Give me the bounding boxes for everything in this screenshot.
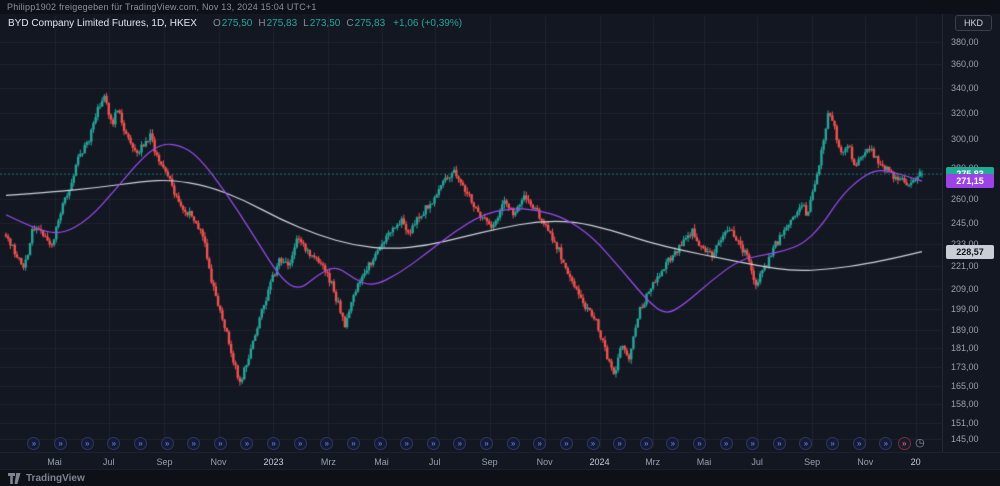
contract-rollover-marker-icon[interactable]: » <box>720 437 733 450</box>
contract-rollover-marker-icon[interactable]: » <box>27 437 40 450</box>
high-value: 275,83 <box>267 18 298 29</box>
footer-bar: TradingView <box>0 469 1000 486</box>
candlestick-chart-canvas[interactable] <box>0 0 1000 486</box>
ohlc-readout: O275,50H275,83L273,50C275,83+1,06 (+0,39… <box>207 18 462 29</box>
white-ma-badge: 228,57 <box>946 245 994 259</box>
contract-rollover-marker-icon[interactable]: » <box>773 437 786 450</box>
low-label: L <box>303 18 309 29</box>
contract-rollover-marker-icon[interactable]: » <box>294 437 307 450</box>
purple-ma-badge: 271,15 <box>946 174 994 188</box>
contract-rollover-marker-icon[interactable]: » <box>240 437 253 450</box>
price-axis-label: 221,00 <box>951 261 979 271</box>
price-axis-label: 245,00 <box>951 218 979 228</box>
contract-rollover-marker-icon[interactable]: » <box>453 437 466 450</box>
price-axis-label: 158,00 <box>951 399 979 409</box>
contract-rollover-marker-icon[interactable]: » <box>746 437 759 450</box>
contract-rollover-marker-icon[interactable]: » <box>134 437 147 450</box>
price-axis-label: 360,00 <box>951 59 979 69</box>
tradingview-logo-icon[interactable] <box>8 473 21 484</box>
tradingview-chart-window: Philipp1902 freigegeben für TradingView.… <box>0 0 1000 486</box>
contract-rollover-marker-icon[interactable]: » <box>898 437 911 450</box>
contract-rollover-marker-icon[interactable]: » <box>54 437 67 450</box>
contract-rollover-marker-icon[interactable]: » <box>799 437 812 450</box>
low-value: 273,50 <box>310 18 341 29</box>
price-axis-label: 320,00 <box>951 108 979 118</box>
price-axis[interactable]: 380,00360,00340,00320,00300,00280,00260,… <box>942 0 1000 452</box>
price-axis-label: 199,00 <box>951 304 979 314</box>
tradingview-brand-text[interactable]: TradingView <box>26 473 85 484</box>
countdown-clock-icon[interactable]: ◷ <box>915 437 925 449</box>
contract-rollover-marker-icon[interactable]: » <box>666 437 679 450</box>
contract-rollover-marker-icon[interactable]: » <box>613 437 626 450</box>
price-axis-label: 380,00 <box>951 37 979 47</box>
contract-rollover-marker-icon[interactable]: » <box>533 437 546 450</box>
contract-rollover-marker-icon[interactable]: » <box>187 437 200 450</box>
contract-rollover-marker-icon[interactable]: » <box>400 437 413 450</box>
change-value: +1,06 (+0,39%) <box>393 18 462 29</box>
contract-rollover-marker-icon[interactable]: » <box>427 437 440 450</box>
price-axis-label: 181,00 <box>951 343 979 353</box>
price-axis-label: 300,00 <box>951 134 979 144</box>
price-axis-label: 209,00 <box>951 284 979 294</box>
contract-rollover-marker-icon[interactable]: » <box>640 437 653 450</box>
close-value: 275,83 <box>355 18 386 29</box>
price-axis-label: 173,00 <box>951 362 979 372</box>
currency-toggle-button[interactable]: HKD <box>955 15 992 31</box>
contract-rollover-marker-icon[interactable]: » <box>507 437 520 450</box>
symbol-title[interactable]: BYD Company Limited Futures, 1D, HKEX <box>8 18 197 29</box>
price-axis-label: 189,00 <box>951 325 979 335</box>
price-axis-label: 165,00 <box>951 381 979 391</box>
contract-rollover-marker-icon[interactable]: » <box>826 437 839 450</box>
contract-rollover-marker-icon[interactable]: » <box>107 437 120 450</box>
symbol-legend: BYD Company Limited Futures, 1D, HKEXO27… <box>8 18 462 29</box>
contract-rollover-marker-icon[interactable]: » <box>879 437 892 450</box>
contract-rollover-marker-icon[interactable]: » <box>81 437 94 450</box>
contract-rollover-marker-icon[interactable]: » <box>560 437 573 450</box>
price-axis-label: 145,00 <box>951 434 979 444</box>
open-value: 275,50 <box>222 18 253 29</box>
open-label: O <box>213 18 221 29</box>
contract-rollover-marker-icon[interactable]: » <box>693 437 706 450</box>
contract-markers-row: » » » » » » » » » » » » » » » » » » » » » » » » » » » » » » » » » » ◷ <box>0 437 942 450</box>
contract-rollover-marker-icon[interactable]: » <box>267 437 280 450</box>
price-axis-label: 340,00 <box>951 83 979 93</box>
contract-rollover-marker-icon[interactable]: » <box>587 437 600 450</box>
contract-rollover-marker-icon[interactable]: » <box>853 437 866 450</box>
contract-rollover-marker-icon[interactable]: » <box>214 437 227 450</box>
contract-rollover-marker-icon[interactable]: » <box>480 437 493 450</box>
share-caption-text: Philipp1902 freigegeben für TradingView.… <box>7 2 317 12</box>
share-caption-bar: Philipp1902 freigegeben für TradingView.… <box>0 0 1000 14</box>
contract-rollover-marker-icon[interactable]: » <box>374 437 387 450</box>
high-label: H <box>258 18 265 29</box>
close-label: C <box>346 18 353 29</box>
contract-rollover-marker-icon[interactable]: » <box>347 437 360 450</box>
contract-rollover-marker-icon[interactable]: » <box>320 437 333 450</box>
price-axis-label: 260,00 <box>951 194 979 204</box>
contract-rollover-marker-icon[interactable]: » <box>161 437 174 450</box>
price-axis-label: 151,00 <box>951 418 979 428</box>
